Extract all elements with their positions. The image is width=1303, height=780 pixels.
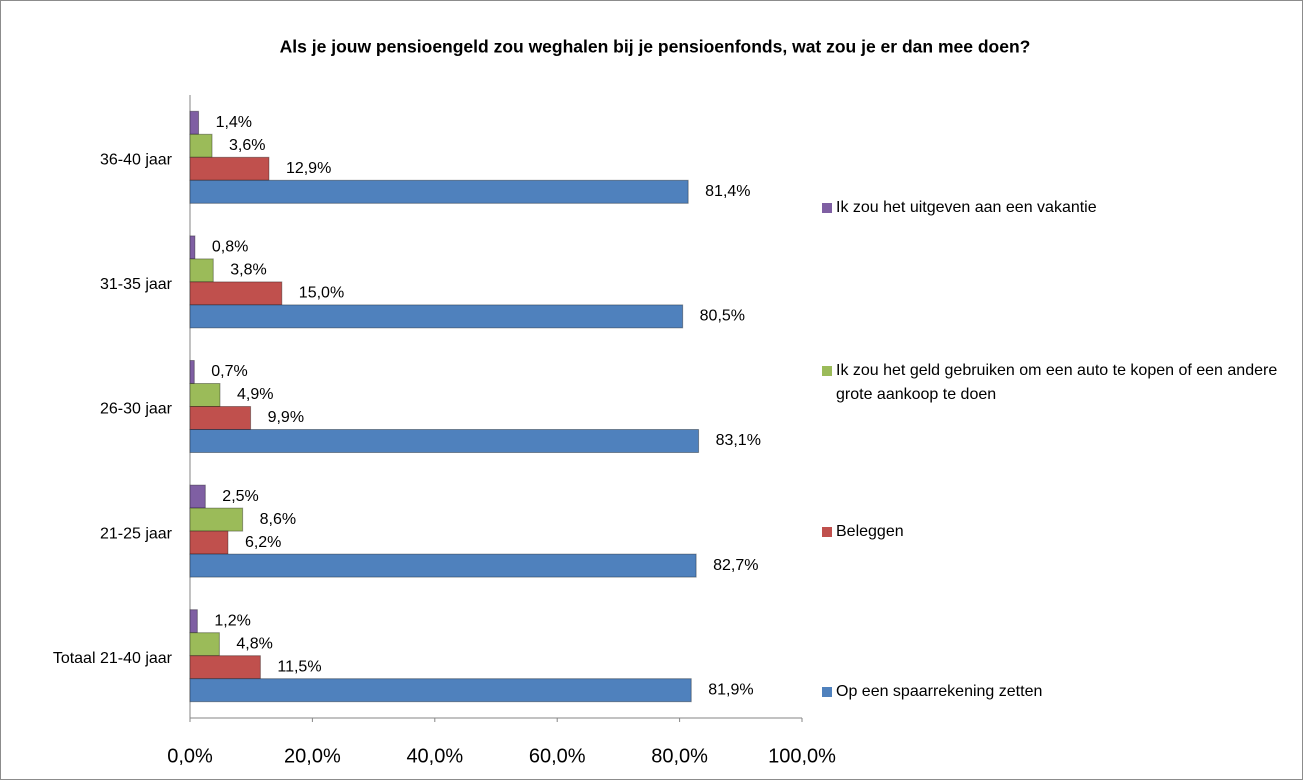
bar bbox=[189, 179, 689, 204]
x-tick-label: 100,0% bbox=[768, 745, 836, 767]
legend-swatch bbox=[822, 366, 832, 376]
data-label: 82,7% bbox=[713, 557, 758, 574]
bar bbox=[189, 110, 200, 135]
bar bbox=[189, 507, 244, 532]
data-label: 8,6% bbox=[260, 511, 296, 528]
x-tick-label: 0,0% bbox=[167, 745, 213, 767]
x-tick-label: 20,0% bbox=[284, 745, 341, 767]
legend-item: Ik zou het uitgeven aan een vakantie bbox=[822, 196, 1296, 220]
legend-item: Beleggen bbox=[822, 520, 1296, 544]
bar bbox=[189, 156, 270, 181]
legend-swatch bbox=[822, 527, 832, 537]
bar bbox=[189, 304, 684, 329]
data-label: 4,9% bbox=[237, 386, 273, 403]
data-label: 2,5% bbox=[222, 488, 258, 505]
data-label: 6,2% bbox=[245, 534, 281, 551]
chart-title: Als je jouw pensioengeld zou weghalen bi… bbox=[280, 37, 1031, 57]
data-label: 3,8% bbox=[230, 262, 266, 279]
bar bbox=[189, 678, 692, 703]
legend-swatch bbox=[822, 687, 832, 697]
bar bbox=[189, 429, 700, 453]
legend-swatch bbox=[822, 203, 832, 213]
data-label: 1,4% bbox=[216, 114, 252, 131]
data-label: 15,0% bbox=[299, 285, 344, 302]
y-tick-label: 31-35 jaar bbox=[100, 276, 173, 293]
data-label: 81,4% bbox=[705, 183, 750, 200]
y-tick-label: 26-30 jaar bbox=[100, 401, 173, 418]
data-label: 4,8% bbox=[236, 635, 272, 652]
legend-label: Ik zou het uitgeven aan een vakantie bbox=[836, 199, 1097, 216]
bar bbox=[189, 281, 283, 306]
data-label: 1,2% bbox=[214, 612, 250, 629]
legend-label: Op een spaarrekening zetten bbox=[836, 683, 1043, 700]
bar bbox=[189, 655, 261, 680]
y-tick-label: 36-40 jaar bbox=[100, 152, 173, 169]
bar bbox=[189, 553, 697, 578]
data-label: 0,7% bbox=[211, 363, 247, 380]
legend-item: Op een spaarrekening zetten bbox=[822, 680, 1296, 704]
bar bbox=[189, 609, 198, 634]
bar bbox=[189, 530, 229, 555]
bar bbox=[189, 133, 213, 158]
bar bbox=[189, 632, 220, 657]
x-tick-label: 60,0% bbox=[529, 745, 586, 767]
data-label: 12,9% bbox=[286, 160, 331, 177]
data-label: 11,5% bbox=[277, 658, 321, 675]
y-tick-label: 21-25 jaar bbox=[100, 525, 173, 542]
bar bbox=[189, 406, 252, 430]
bar bbox=[189, 235, 196, 260]
data-label: 9,9% bbox=[268, 409, 304, 426]
data-label: 0,8% bbox=[212, 239, 248, 256]
y-tick-label: Totaal 21-40 jaar bbox=[53, 650, 173, 667]
legend-item: Ik zou het geld gebruiken om een auto te… bbox=[822, 359, 1296, 407]
bar bbox=[189, 360, 195, 384]
data-label: 81,9% bbox=[708, 681, 753, 698]
bar bbox=[189, 383, 221, 407]
data-label: 3,6% bbox=[229, 137, 265, 154]
x-tick-label: 80,0% bbox=[651, 745, 708, 767]
legend-label: Beleggen bbox=[836, 523, 904, 540]
bar bbox=[189, 484, 206, 509]
data-label: 83,1% bbox=[716, 432, 761, 449]
legend-label: Ik zou het geld gebruiken om een auto te… bbox=[836, 362, 1278, 403]
x-tick-label: 40,0% bbox=[406, 745, 463, 767]
bar bbox=[189, 258, 214, 283]
data-label: 80,5% bbox=[700, 308, 745, 325]
